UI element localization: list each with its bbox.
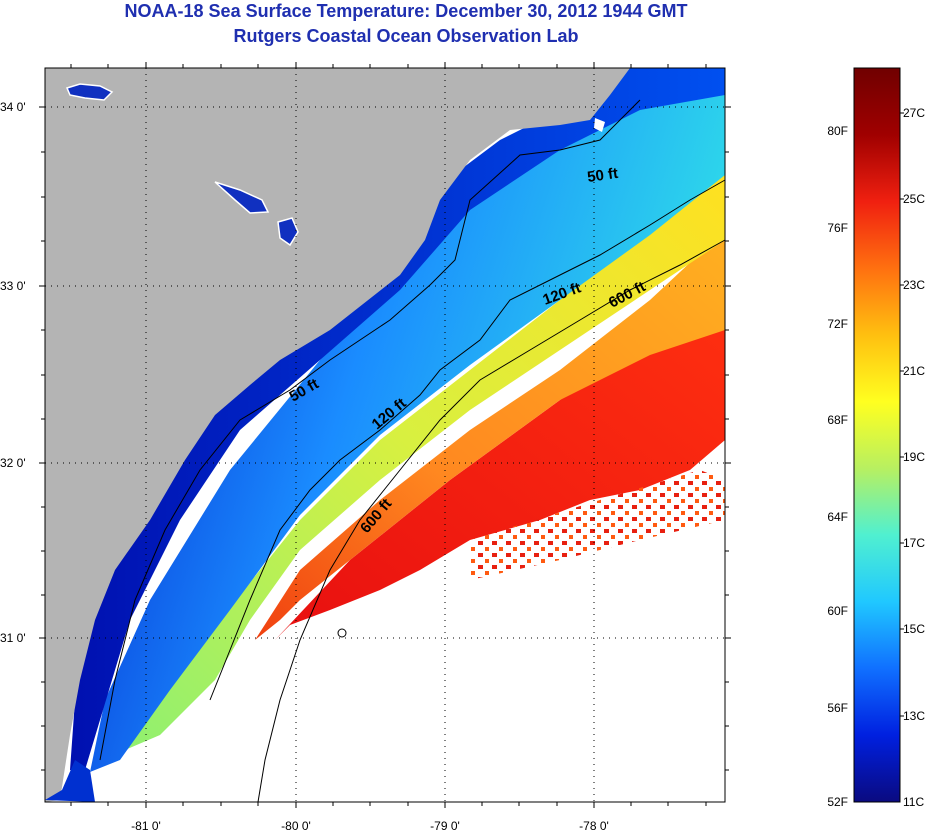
sst-field [45,68,725,802]
page-subtitle: Rutgers Coastal Ocean Observation Lab [233,26,579,46]
celsius-label-25: 25C [903,192,925,206]
fahrenheit-label-80: 80F [827,124,848,138]
celsius-label-27: 27C [903,106,925,120]
lon-label-80: -80 0' [281,819,311,832]
lat-label-32: 32 0' [0,456,26,470]
fahrenheit-label-60: 60F [827,604,848,618]
celsius-label-23: 23C [903,278,925,292]
map-ticks [39,62,731,808]
fahrenheit-label-72: 72F [827,317,848,331]
map-frame [44,67,726,803]
land-mass [45,68,630,802]
lon-labels: -81 0' -80 0' -79 0' -78 0' [131,819,609,832]
celsius-label-15: 15C [903,622,925,636]
fahrenheit-label-56: 56F [827,701,848,715]
contour-50ft [99,99,641,761]
fahrenheit-label-52: 52F [827,795,848,809]
lat-labels: 34 0' 33 0' 32 0' 31 0' [0,100,26,645]
contour-label-50ft-north: 50 ft [586,165,619,186]
celsius-label-17: 17C [903,536,925,550]
page-title: NOAA-18 Sea Surface Temperature: Decembe… [124,1,688,21]
fahrenheit-label-68: 68F [827,413,848,427]
celsius-label-21: 21C [903,364,925,378]
celsius-label-11: 11C [903,795,924,809]
lon-label-81: -81 0' [131,819,161,832]
lat-label-31: 31 0' [0,631,26,645]
color-scale-bar [853,67,901,803]
fahrenheit-label-64: 64F [827,510,848,524]
depth-contours [99,99,726,803]
celsius-label-19: 19C [903,450,925,464]
lon-label-78: -78 0' [579,819,609,832]
lat-label-34: 34 0' [0,100,26,114]
contour-120ft [209,179,726,701]
contour-600ft [257,239,726,803]
lat-label-33: 33 0' [0,279,26,293]
celsius-label-13: 13C [903,709,925,723]
lon-label-79: -79 0' [430,819,460,832]
fahrenheit-scale: 80F 76F 72F 68F 64F 60F 56F 52F [827,124,848,809]
celsius-scale: 27C 25C 23C 21C 19C 17C 15C 13C 11C [903,106,925,809]
celsius-ticks [900,112,904,717]
fahrenheit-label-76: 76F [827,221,848,235]
graticule [45,68,725,802]
